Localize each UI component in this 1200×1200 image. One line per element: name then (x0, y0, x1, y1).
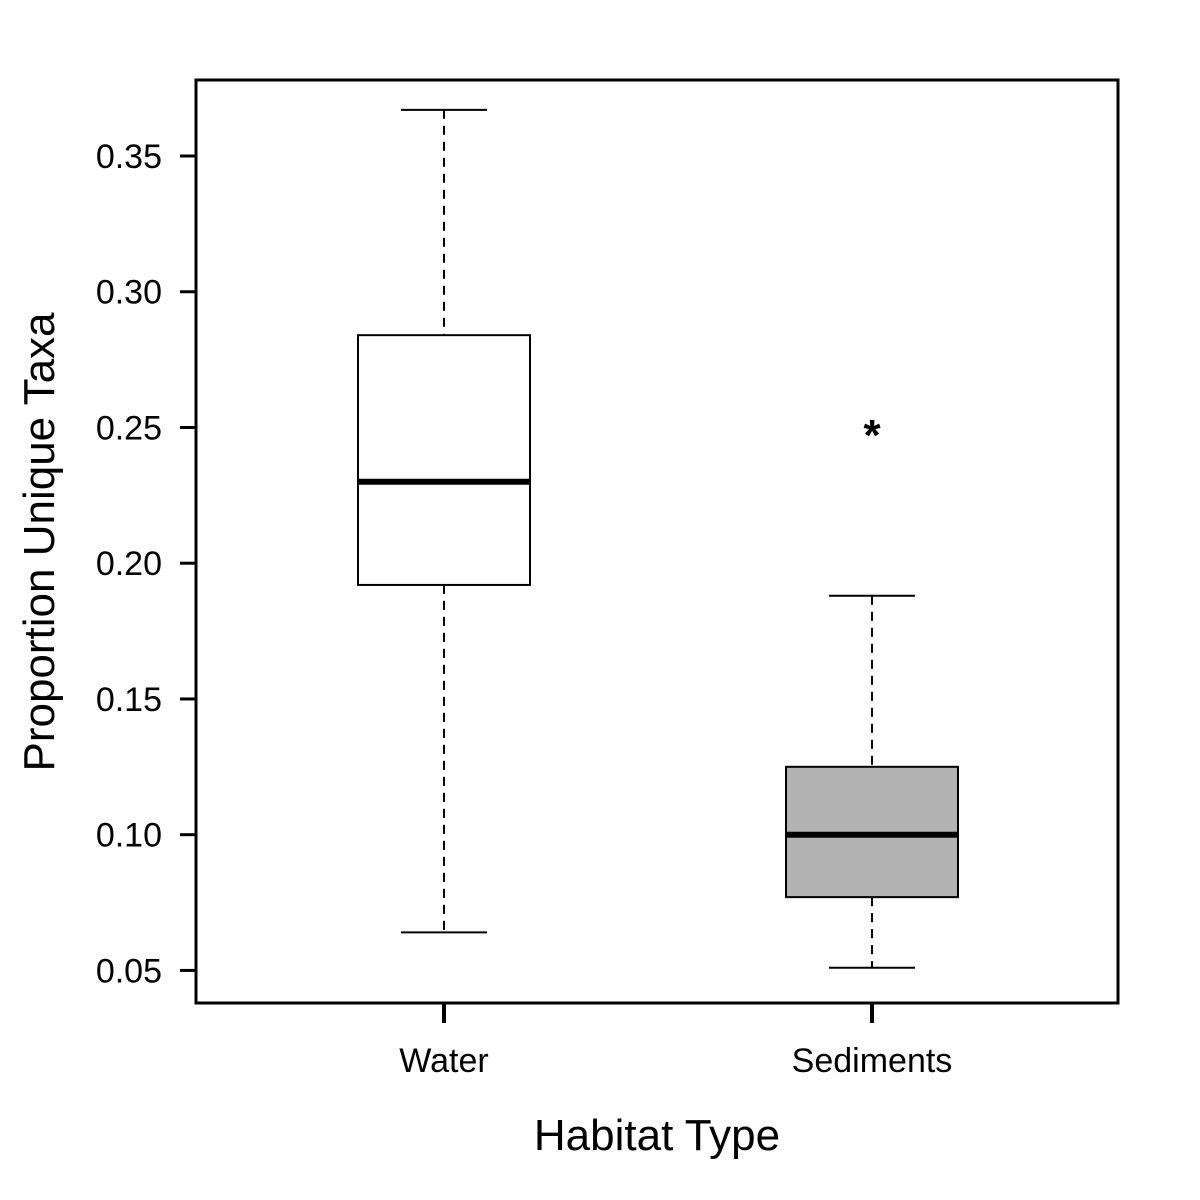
y-tick-label: 0.10 (96, 817, 162, 855)
y-tick-label: 0.05 (96, 952, 162, 990)
x-tick-label: Water (399, 1042, 488, 1080)
y-tick-label: 0.20 (96, 545, 162, 583)
plot-area: 0.05 0.10 0.15 0.20 0.25 0.30 0.35 Water Sedimen… (96, 78, 1120, 1080)
x-tick-label: Sediments (792, 1042, 953, 1080)
y-axis-title: Proportion Unique Taxa (15, 312, 64, 772)
outlier-point: * (863, 411, 881, 460)
x-axis-title: Habitat Type (534, 1111, 780, 1160)
y-tick-label: 0.30 (96, 274, 162, 312)
plot-frame (194, 78, 1120, 1005)
iqr-box (357, 334, 531, 586)
y-tick-label: 0.15 (96, 681, 162, 719)
y-tick-label: 0.25 (96, 409, 162, 447)
y-tick-label: 0.35 (96, 138, 162, 176)
